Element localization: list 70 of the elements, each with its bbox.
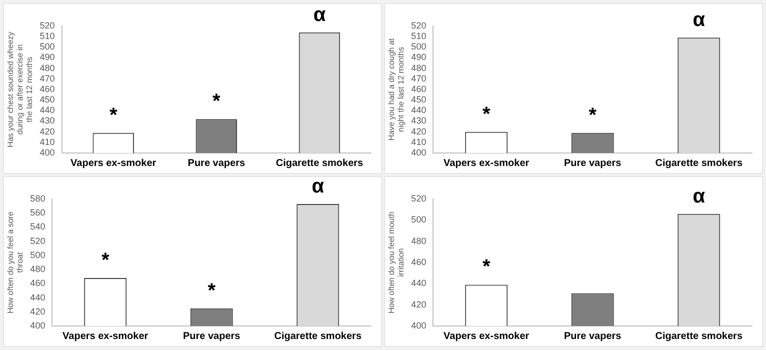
y-tick-label: 480: [411, 236, 426, 246]
y-tick-label: 490: [411, 52, 426, 62]
y-tick-label: 480: [30, 264, 46, 274]
y-tick-label: 440: [30, 292, 46, 302]
x-tick-label: Pure vapers: [564, 330, 622, 342]
y-tick-label: 420: [40, 126, 55, 136]
x-tick-label: Cigarette smokers: [274, 330, 362, 342]
y-tick-label: 400: [411, 320, 426, 330]
y-tick-label: 430: [411, 116, 426, 126]
y-tick-label: 430: [40, 116, 55, 126]
x-tick-label: Cigarette smokers: [276, 158, 364, 169]
y-tick-label: 400: [40, 147, 55, 158]
y-tick-label: 440: [411, 278, 426, 288]
y-tick-label: 440: [40, 105, 55, 116]
x-tick-label: Pure vapers: [188, 158, 246, 169]
y-tick-label: 520: [411, 193, 426, 204]
x-tick-label: Vapers ex-smoker: [444, 158, 530, 169]
y-tick-label: 520: [40, 20, 55, 30]
y-tick-label: 500: [40, 42, 55, 52]
y-tick-label: 500: [411, 42, 426, 52]
y-tick-label: 470: [411, 73, 426, 84]
y-tick-label: 460: [411, 84, 426, 94]
y-tick-label: 450: [411, 94, 426, 105]
annotation: *: [101, 250, 110, 272]
annotation: *: [588, 104, 597, 126]
y-axis-title: How often do you feel mouth irritation: [387, 212, 406, 314]
y-tick-label: 470: [40, 73, 55, 84]
x-tick-label: Pure vapers: [182, 330, 241, 342]
y-tick-label: 480: [411, 62, 426, 73]
annotation: *: [208, 280, 216, 302]
annotation: α: [692, 9, 706, 32]
y-tick-label: 510: [411, 31, 426, 42]
y-tick-label: 420: [30, 306, 46, 316]
x-tick-label: Vapers ex-smoker: [444, 330, 530, 342]
y-tick-label: 450: [40, 94, 55, 105]
y-tick-label: 420: [411, 126, 426, 136]
x-tick-label: Cigarette smokers: [655, 330, 743, 342]
y-axis-title: Have you had a dry cough at night the last 12 months: [387, 38, 406, 141]
y-tick-label: 500: [30, 250, 46, 260]
y-tick-label: 560: [30, 208, 46, 218]
annotation: α: [692, 185, 706, 208]
annotation: *: [212, 90, 221, 113]
annotation: *: [482, 103, 490, 126]
y-tick-label: 520: [30, 236, 46, 246]
y-tick-label: 460: [40, 84, 55, 94]
annotation: *: [482, 256, 490, 278]
y-tick-label: 520: [411, 20, 426, 30]
annotation: α: [313, 4, 326, 26]
y-tick-label: 460: [411, 256, 426, 267]
y-tick-label: 540: [30, 222, 46, 232]
y-tick-label: 580: [30, 193, 46, 204]
y-axis-title: Has your chest sounded wheezy during or after exercise in the last 12 months: [6, 32, 34, 148]
y-tick-label: 510: [40, 31, 55, 42]
y-tick-label: 400: [30, 320, 46, 330]
y-tick-label: 410: [40, 136, 55, 147]
y-tick-label: 420: [411, 299, 426, 310]
y-tick-label: 400: [411, 147, 426, 158]
y-axis-title: How often do you feel a sore throat: [6, 211, 25, 314]
y-tick-label: 460: [30, 278, 46, 288]
y-tick-label: 440: [411, 105, 426, 116]
y-tick-label: 480: [40, 62, 55, 73]
x-tick-label: Cigarette smokers: [655, 158, 743, 169]
annotation: α: [312, 175, 325, 198]
y-tick-label: 500: [411, 214, 426, 225]
annotation: *: [109, 104, 118, 126]
x-tick-label: Pure vapers: [564, 158, 622, 169]
y-tick-label: 490: [40, 52, 55, 62]
y-tick-label: 410: [411, 136, 426, 147]
x-tick-label: Vapers ex-smoker: [70, 158, 156, 169]
x-tick-label: Vapers ex-smoker: [62, 330, 148, 342]
